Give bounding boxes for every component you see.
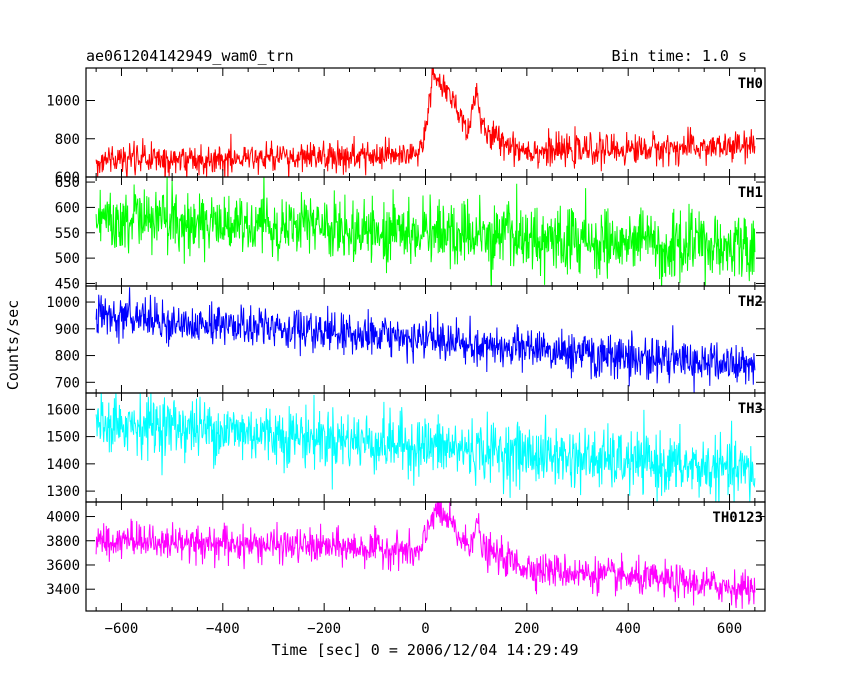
panel-th1: 450 500 550 600 650 TH1 [55, 175, 766, 292]
panel-th3: 1300 1400 1500 1600 TH3 [46, 392, 766, 503]
chart-title: ae061204142949_wam0_trn [86, 47, 294, 65]
y-tick-label: 800 [55, 132, 80, 148]
series-th0 [95, 68, 756, 177]
series-th2 [95, 287, 756, 393]
series-th1 [95, 177, 756, 286]
y-tick-label: 1600 [46, 402, 80, 418]
x-tick-label: 600 [717, 621, 742, 637]
y-tick-label: 1400 [46, 457, 80, 473]
y-tick-label: 800 [55, 349, 80, 365]
bin-time-label: Bin time: 1.0 s [612, 47, 747, 65]
series-th0123 [95, 502, 756, 609]
panel-th2: 700 800 900 1000 TH2 [46, 285, 766, 394]
y-tick-label: 1000 [46, 94, 80, 110]
y-tick-label: 1000 [46, 295, 80, 311]
panel-label: TH2 [738, 294, 763, 310]
y-tick-label: 700 [55, 375, 80, 391]
y-tick-label: 3600 [46, 558, 80, 574]
y-tick-label: 3400 [46, 582, 80, 598]
y-tick-label: 900 [55, 322, 80, 338]
y-tick-label: 1500 [46, 430, 80, 446]
panel-label: TH3 [738, 401, 763, 417]
y-tick-label: 1300 [46, 484, 80, 500]
panel-label: TH1 [738, 185, 763, 201]
y-tick-label: 650 [55, 175, 80, 191]
y-tick-label: 600 [55, 200, 80, 216]
x-tick-label: −200 [307, 621, 341, 637]
panels-group: 6008001000TH0450500550600650TH1700800900… [46, 67, 766, 612]
y-tick-label: 450 [55, 276, 80, 292]
series-th3 [95, 393, 756, 502]
x-tick-label: 400 [616, 621, 641, 637]
panel-th0: 600 800 1000 TH0 [46, 67, 766, 186]
panel-frame [85, 392, 766, 503]
panel-label: TH0123 [712, 510, 763, 526]
x-tick-label: −400 [206, 621, 240, 637]
y-axis-label: Counts/sec [4, 300, 22, 390]
y-tick-label: 4000 [46, 510, 80, 526]
y-tick-label: 600 [55, 170, 80, 186]
x-tick-label: 0 [421, 621, 429, 637]
y-tick-label: 550 [55, 226, 80, 242]
panel-label: TH0 [738, 76, 763, 92]
x-axis-label: Time [sec] 0 = 2006/12/04 14:29:49 [271, 641, 578, 659]
x-tick-label: −600 [105, 621, 139, 637]
y-tick-label: 3800 [46, 534, 80, 550]
y-tick-label: 500 [55, 251, 80, 267]
x-axis: −600 −400 −200 0 200 400 600 [105, 621, 743, 637]
x-tick-label: 200 [514, 621, 539, 637]
panel-frame [85, 501, 766, 612]
panel-th0123: 3400 3600 3800 4000 TH0123 [46, 501, 766, 612]
